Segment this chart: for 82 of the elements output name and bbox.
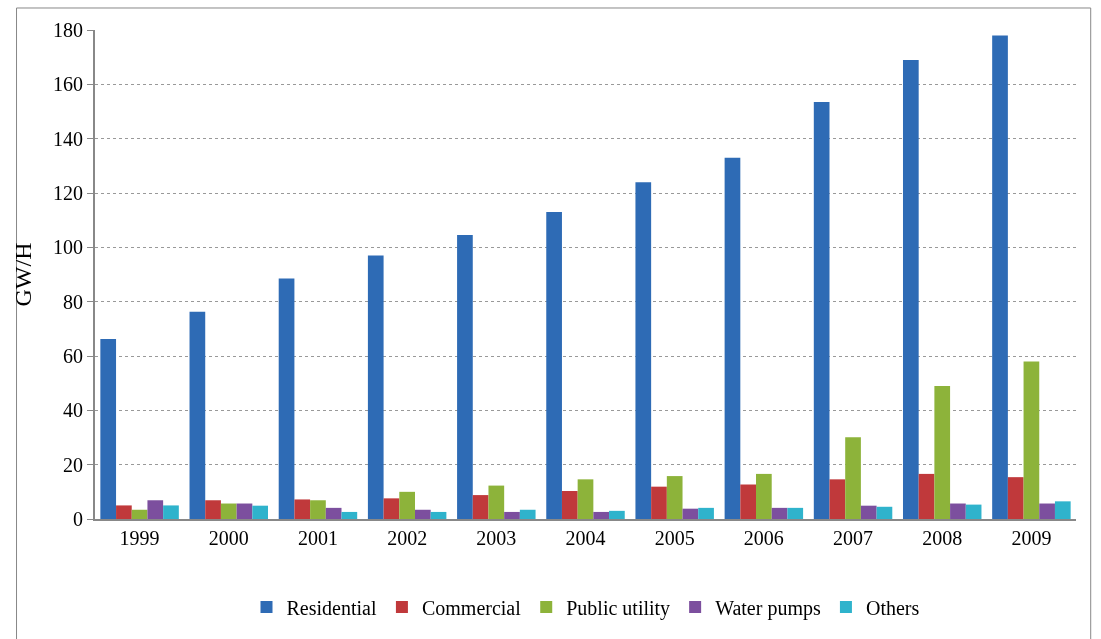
- y-tick-label: 80: [63, 290, 83, 313]
- bar: [666, 476, 683, 519]
- bar: [341, 511, 358, 519]
- y-axis-title: GW/H: [9, 242, 36, 307]
- bar: [399, 491, 415, 519]
- bar: [1039, 503, 1055, 519]
- bar: [876, 506, 893, 519]
- y-tick-label: 120: [53, 182, 83, 204]
- bar: [131, 509, 148, 519]
- bar: [651, 486, 667, 519]
- bar: [934, 385, 951, 519]
- legend-label: Commercial: [421, 596, 522, 619]
- bar: [504, 511, 520, 519]
- x-tick-label: 2002: [387, 527, 428, 549]
- bar: [918, 473, 935, 519]
- bar: [472, 495, 489, 519]
- bar: [163, 505, 179, 519]
- bar: [1054, 501, 1071, 519]
- bar: [860, 505, 877, 519]
- bar: [787, 507, 804, 519]
- bar: [902, 59, 919, 519]
- bar: [561, 491, 578, 519]
- x-tick-label: 2007: [833, 527, 874, 549]
- bar: [756, 473, 772, 519]
- bar: [829, 479, 846, 519]
- bar: [546, 212, 562, 519]
- bar: [189, 311, 206, 519]
- y-tick-label: 60: [63, 345, 83, 367]
- x-tick-label: 1999: [119, 527, 160, 549]
- x-tick-label: 2008: [922, 527, 963, 549]
- bar: [488, 485, 505, 519]
- bar: [325, 507, 342, 519]
- bar: [147, 500, 164, 519]
- bar: [100, 338, 117, 519]
- bar: [252, 505, 269, 519]
- y-tick-label: 0: [73, 508, 83, 530]
- x-tick-label: 2006: [743, 527, 784, 549]
- bar: [813, 101, 830, 519]
- bar: [457, 235, 473, 519]
- bar: [310, 500, 326, 519]
- bar: [950, 503, 966, 519]
- bar: [965, 504, 982, 519]
- bar: [519, 509, 536, 519]
- bar: [1007, 477, 1024, 519]
- bar: [609, 510, 625, 519]
- legend-label: Public utility: [566, 596, 671, 620]
- bar: [116, 505, 132, 519]
- x-tick-label: 2004: [565, 527, 606, 549]
- bar: [220, 503, 237, 519]
- x-tick-label: 2001: [297, 527, 338, 549]
- legend-label: Water pumps: [715, 596, 821, 620]
- x-tick-label: 2009: [1011, 527, 1052, 549]
- bar: [367, 255, 384, 519]
- bar: [845, 437, 861, 519]
- bar: [992, 35, 1008, 519]
- legend-label: Others: [865, 596, 920, 619]
- bar: [771, 507, 788, 519]
- bar: [724, 157, 741, 519]
- bar: [383, 498, 400, 519]
- y-tick-label: 160: [53, 73, 83, 96]
- bar: [294, 499, 311, 519]
- y-tick-label: 40: [63, 399, 83, 422]
- bar: [236, 503, 253, 519]
- bar: [414, 509, 431, 519]
- bar: [205, 500, 221, 519]
- bar: [1023, 361, 1040, 519]
- bar: [740, 484, 757, 519]
- x-tick-label: 2000: [208, 527, 249, 549]
- bar: [698, 507, 714, 519]
- x-tick-label: 2003: [476, 527, 517, 549]
- bar: [577, 479, 594, 519]
- bar: [593, 511, 610, 519]
- y-tick-label: 100: [53, 236, 83, 259]
- x-tick-label: 2005: [654, 527, 695, 549]
- legend-label: Residential: [286, 596, 377, 619]
- bar: [278, 278, 295, 519]
- bar: [682, 508, 699, 519]
- y-tick-label: 20: [63, 453, 83, 476]
- y-tick-label: 180: [53, 19, 83, 41]
- bar: [635, 182, 652, 519]
- y-tick-label: 140: [53, 127, 83, 150]
- bar: [430, 511, 447, 519]
